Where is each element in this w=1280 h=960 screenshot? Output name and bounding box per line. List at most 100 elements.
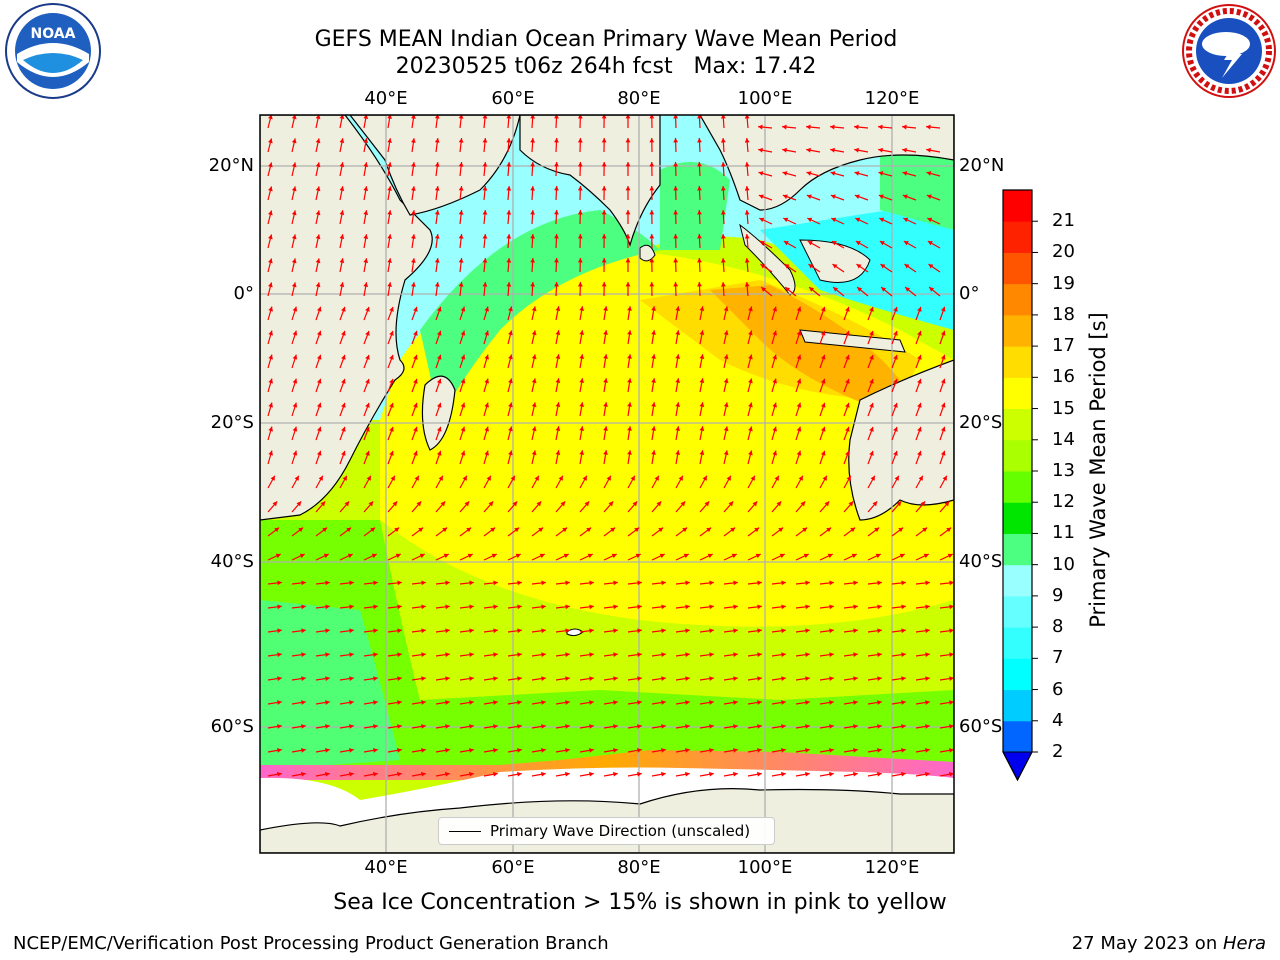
direction-arrow-head (506, 138, 512, 143)
direction-arrow-head (565, 747, 570, 753)
direction-arrow-head (627, 330, 632, 335)
direction-arrow-head (541, 604, 546, 610)
direction-arrow-head (349, 652, 354, 658)
direction-arrow-head (877, 652, 882, 658)
direction-arrow-head (709, 724, 714, 729)
direction-arrow-head (397, 604, 402, 610)
direction-arrow-head (458, 138, 464, 143)
direction-arrow-head (589, 580, 594, 586)
direction-arrow-head (805, 604, 810, 610)
direction-arrow-head (879, 217, 885, 223)
direction-arrow-head (268, 402, 273, 408)
direction-arrow-head (757, 724, 762, 729)
direction-arrow-head (508, 402, 513, 408)
direction-arrow-head (292, 402, 298, 408)
direction-arrow-head (363, 186, 369, 191)
direction-arrow-head (589, 724, 594, 729)
direction-arrow-head (704, 501, 710, 507)
direction-arrow-head (634, 527, 640, 533)
direction-arrow-head (781, 747, 786, 753)
direction-arrow-head (807, 241, 813, 246)
direction-arrow-head (901, 652, 906, 658)
direction-arrow-head (685, 604, 690, 610)
direction-arrow-head (389, 402, 394, 408)
direction-arrow-head (554, 186, 559, 191)
direction-arrow-head (301, 652, 306, 658)
direction-arrow-head (661, 700, 666, 705)
direction-arrow-head (268, 115, 273, 120)
direction-arrow-head (918, 475, 923, 481)
direction-arrow-head (517, 652, 522, 658)
direction-arrow-head (649, 186, 655, 191)
direction-arrow-head (582, 475, 587, 481)
direction-arrow-head (917, 426, 922, 432)
direction-arrow-head (869, 378, 874, 384)
direction-arrow-head (555, 306, 561, 312)
direction-arrow-head (925, 700, 930, 705)
direction-arrow-head (315, 210, 321, 216)
direction-arrow-head (346, 527, 352, 533)
direction-arrow-head (697, 186, 702, 191)
direction-arrow-head (709, 700, 714, 705)
direction-arrow-head (661, 604, 666, 610)
direction-arrow-head (517, 628, 522, 634)
direction-arrow-head (587, 553, 593, 559)
direction-arrow-head (903, 217, 909, 223)
direction-arrow-head (413, 378, 418, 384)
direction-arrow-head (506, 282, 512, 287)
direction-arrow-head (829, 580, 834, 586)
direction-arrow-head (685, 724, 690, 729)
direction-arrow-head (601, 234, 607, 239)
direction-arrow-head (654, 475, 659, 481)
direction-arrow-head (877, 580, 882, 586)
colorbar-segment (1003, 471, 1032, 503)
direction-arrow-head (611, 553, 617, 559)
colorbar-segment (1003, 658, 1032, 691)
direction-arrow-head (850, 527, 856, 533)
direction-arrow-head (482, 282, 488, 287)
direction-arrow-head (772, 378, 778, 384)
colorbar-title: Primary Wave Mean Period [s] (1086, 312, 1110, 628)
direction-arrow-head (554, 138, 559, 143)
direction-arrow-head (807, 217, 813, 223)
direction-arrow-head (894, 475, 899, 481)
lat-tick-left-20s: 20°S (210, 412, 254, 433)
direction-arrow-head (829, 676, 834, 681)
direction-arrow-head (869, 402, 874, 408)
direction-arrow-head (800, 501, 806, 507)
direction-arrow-head (803, 553, 809, 559)
india-landmass (519, 115, 661, 248)
direction-arrow-head (277, 676, 282, 681)
direction-arrow-head (603, 354, 608, 359)
direction-arrow-head (901, 724, 906, 729)
direction-arrow-head (901, 747, 906, 753)
direction-arrow-head (421, 700, 426, 705)
direction-arrow-head (853, 724, 858, 729)
direction-arrow-head (625, 138, 631, 143)
direction-arrow-head (928, 264, 934, 269)
direction-arrow-head (917, 330, 922, 336)
direction-arrow-head (658, 527, 664, 533)
direction-arrow-head (902, 147, 907, 153)
colorbar-tick-label: 8 (1052, 616, 1064, 638)
direction-arrow-head (603, 402, 608, 407)
direction-arrow-head (366, 475, 371, 481)
direction-arrow-head (855, 217, 861, 223)
direction-arrow-head (651, 306, 656, 311)
direction-arrow-head (782, 124, 787, 130)
direction-arrow-head (436, 450, 442, 456)
direction-arrow-head (758, 147, 763, 153)
direction-arrow-head (421, 580, 426, 586)
direction-arrow-head (869, 330, 874, 336)
direction-arrow-head (268, 306, 273, 312)
direction-arrow-head (922, 527, 928, 533)
direction-arrow-head (754, 527, 760, 533)
direction-arrow-head (949, 628, 954, 634)
direction-arrow-head (555, 330, 561, 336)
direction-arrow-head (397, 771, 402, 777)
direction-arrow-head (277, 747, 282, 753)
direction-arrow-head (748, 306, 753, 312)
direction-arrow-head (373, 676, 378, 681)
direction-arrow-head (339, 210, 345, 216)
